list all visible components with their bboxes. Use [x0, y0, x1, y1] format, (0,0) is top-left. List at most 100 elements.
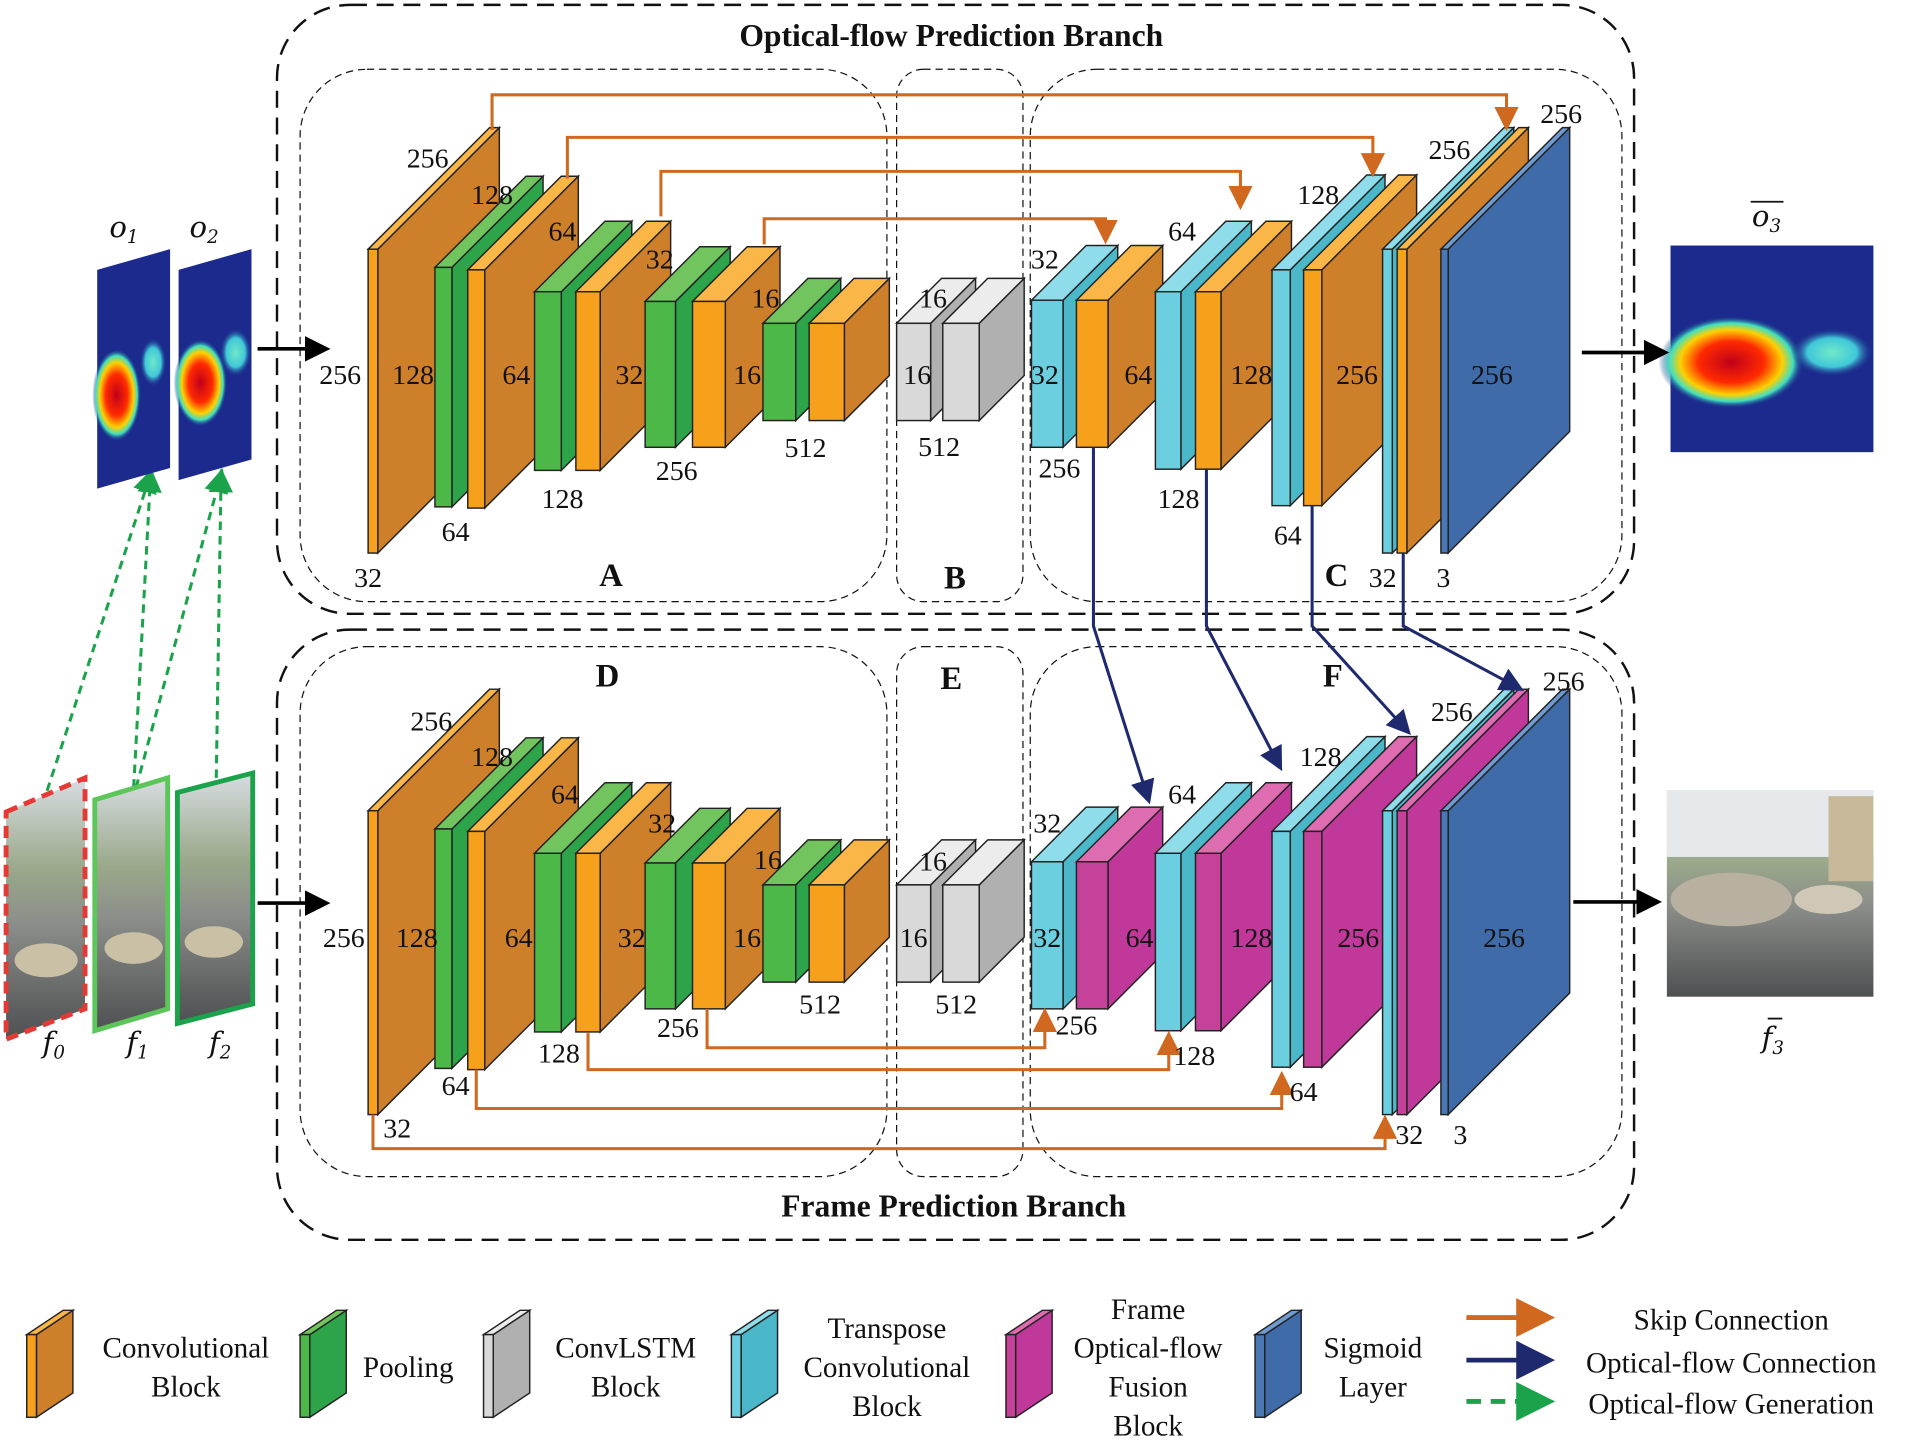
dimension-label: 64	[442, 517, 470, 548]
legend-label: Convolutional	[102, 1333, 269, 1365]
dimension-label: 64	[1168, 217, 1196, 248]
optical-flow-connection	[1204, 469, 1283, 772]
skip-connection	[659, 169, 1253, 217]
frame-branch-title: Frame Prediction Branch	[781, 1189, 1126, 1224]
section-letter-c: C	[1325, 558, 1349, 594]
dimension-label: 256	[1336, 360, 1378, 391]
bottom-fusion-block	[1074, 805, 1165, 1011]
dimension-label: 3	[1436, 563, 1450, 594]
frame-f1	[92, 774, 171, 1035]
dimension-label: 64	[1168, 779, 1196, 810]
legend-label: Layer	[1339, 1372, 1407, 1404]
predicted-frame-f3	[1666, 790, 1874, 997]
legend-label: Transpose	[828, 1313, 947, 1345]
dimension-label: 256	[656, 456, 698, 487]
dimension-label: 32	[646, 245, 674, 276]
dimension-label: 128	[542, 484, 584, 515]
flow-label-o1: o1	[109, 210, 138, 248]
legend-label: Pooling	[363, 1352, 454, 1384]
dimension-label: 16	[751, 284, 779, 315]
bottom-convolutional-block	[807, 838, 892, 984]
optical-flow-generation	[208, 467, 233, 778]
dimension-label: 128	[392, 360, 434, 391]
dimension-label: 512	[918, 432, 960, 463]
dimension-label: 32	[648, 809, 676, 840]
legend-connection-label: Skip Connection	[1634, 1305, 1830, 1337]
top-convlstm-block	[941, 276, 1026, 423]
legend-label: Sigmoid	[1323, 1333, 1422, 1365]
section-letter-f: F	[1323, 659, 1343, 695]
dimension-label: 128	[396, 923, 438, 954]
optical-flow-connection	[1091, 447, 1155, 805]
dimension-label: 256	[1038, 454, 1080, 485]
section-c-box	[1029, 68, 1623, 603]
section-letter-b: B	[944, 560, 966, 596]
skip-connection	[762, 217, 1118, 245]
dimension-label: 256	[1543, 666, 1585, 697]
dimension-label: 16	[733, 360, 761, 391]
bottom-sigmoid-layer	[1439, 687, 1572, 1117]
section-f-box	[1029, 646, 1623, 1178]
frame-label-f0: f0	[41, 1026, 66, 1064]
skip-connection	[565, 135, 1386, 179]
dimension-label: 16	[733, 923, 761, 954]
dimension-label: 128	[1230, 923, 1272, 954]
bottom-convlstm-block	[941, 838, 1026, 984]
dimension-label: 32	[1033, 809, 1061, 840]
dimension-label: 512	[935, 990, 977, 1021]
dimension-label: 32	[1033, 923, 1061, 954]
legend-label: Block	[1113, 1410, 1183, 1442]
flow-label-o2: o2	[190, 210, 219, 248]
legend-label: Convolutional	[803, 1352, 970, 1384]
legend-convlstm-block-icon	[481, 1308, 533, 1419]
connections	[41, 93, 1525, 1151]
dimension-label: 32	[615, 360, 643, 391]
legend-pooling-block-icon	[297, 1308, 349, 1419]
dimension-label: 128	[1158, 484, 1200, 515]
skip-connection	[586, 1030, 1181, 1072]
dimension-label: 64	[551, 779, 579, 810]
optical-flow-branch-box	[275, 3, 1636, 616]
dimension-labels: 256 128 64 32 16 16 32 64 128 256 256 256 128 64 32 16 1…	[319, 99, 1584, 1151]
section-letter-a: A	[599, 558, 623, 594]
dimension-label: 512	[785, 433, 827, 464]
predicted-flow-map-o3	[1658, 245, 1874, 453]
dimension-label: 32	[618, 923, 646, 954]
top-convolutional-block	[1074, 243, 1165, 450]
dimension-label: 256	[1337, 923, 1379, 954]
dimension-label: 256	[407, 144, 449, 175]
legend-label: ConvLSTM	[555, 1333, 696, 1365]
top-convolutional-block	[807, 276, 892, 423]
dimension-label: 256	[657, 1013, 699, 1044]
dimension-label: 32	[1369, 563, 1397, 594]
legend-convolutional-block-icon	[24, 1308, 76, 1419]
dimension-label: 64	[1124, 360, 1152, 391]
dimension-label: 32	[1395, 1120, 1423, 1151]
legend-fusion-block-icon	[1003, 1308, 1055, 1419]
dimension-label: 64	[502, 360, 530, 391]
dimension-label: 128	[538, 1038, 580, 1069]
legend-label: Block	[852, 1391, 922, 1423]
dimension-label: 256	[1055, 1010, 1097, 1041]
dimension-label: 256	[410, 707, 452, 738]
io-arrows	[257, 336, 1670, 916]
legend-label: Fusion	[1108, 1372, 1188, 1404]
legend: Convolutional Block Pooling ConvLSTM Block Tr…	[24, 1294, 1877, 1442]
frame-f2	[174, 769, 256, 1027]
top-sigmoid-layer	[1439, 125, 1572, 555]
dimension-label: 512	[799, 990, 841, 1021]
dimension-label: 16	[903, 360, 931, 391]
dimension-label: 256	[1428, 135, 1470, 166]
dimension-label: 256	[1431, 697, 1473, 728]
optical-flow-branch-title: Optical-flow Prediction Branch	[739, 18, 1163, 53]
dimension-label: 16	[754, 845, 782, 876]
optical-flow-connection	[1310, 505, 1411, 736]
optical-flow-connection	[1401, 553, 1525, 691]
dimension-label: 64	[1126, 923, 1154, 954]
dimension-label: 128	[1300, 742, 1342, 773]
skip-connection	[474, 1069, 1294, 1111]
dimension-label: 32	[1031, 360, 1059, 391]
flow-map-o1	[92, 249, 171, 489]
dimension-label: 16	[900, 923, 928, 954]
